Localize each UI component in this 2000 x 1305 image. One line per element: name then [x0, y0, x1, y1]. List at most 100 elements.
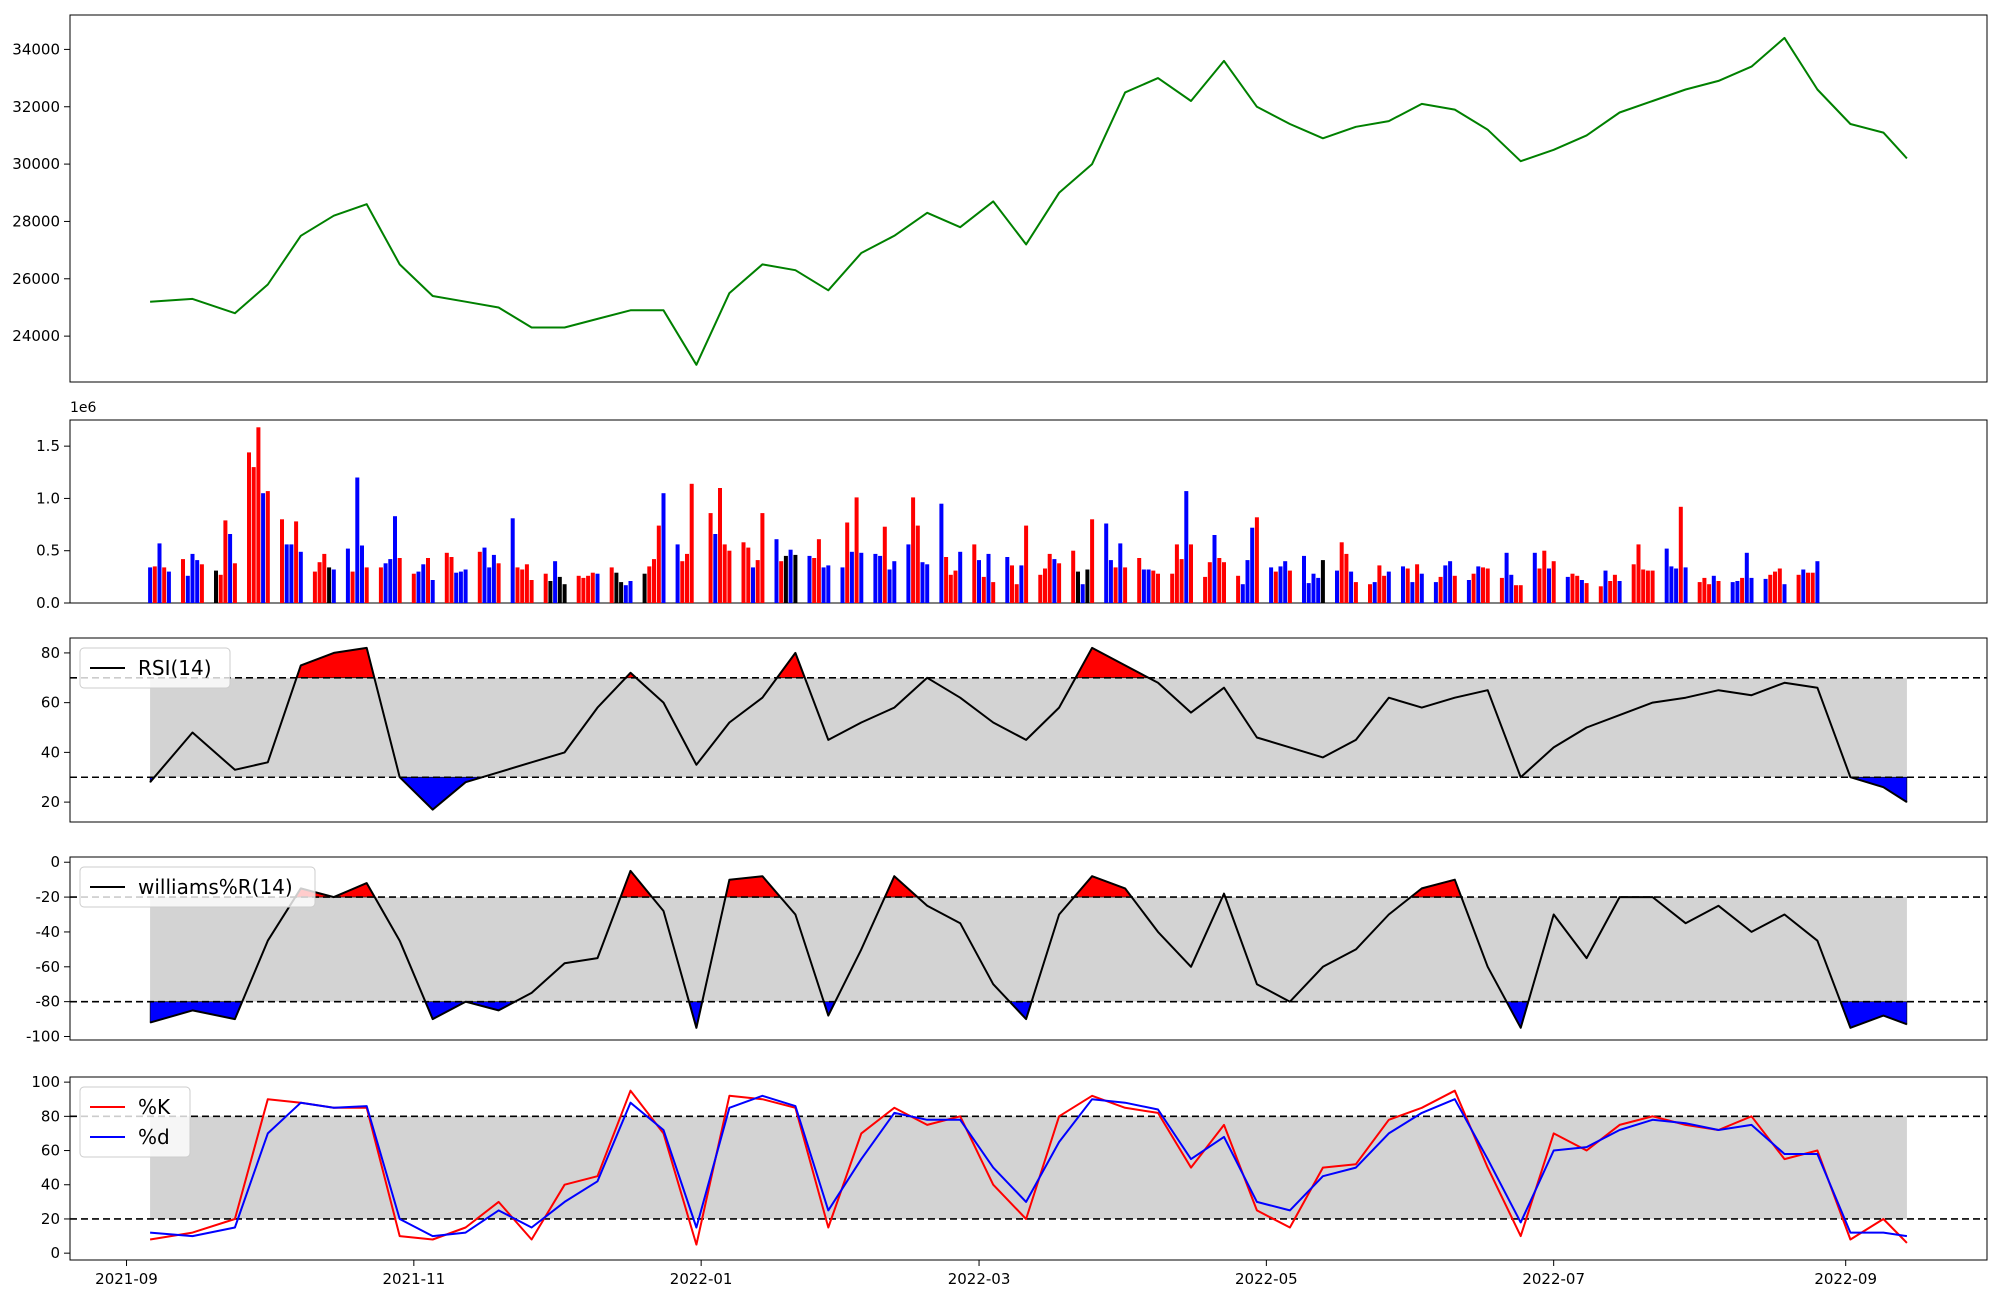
- volume-bar-240: [1735, 581, 1740, 603]
- volume-bar-115: [911, 497, 916, 603]
- x-tick-label-6: 2022-09: [1814, 1270, 1877, 1288]
- volume-bar-84: [708, 513, 713, 603]
- volume-bar-30: [345, 548, 350, 603]
- volume-bar-183: [1353, 582, 1358, 603]
- rsi-y-tick-label-3: 80: [41, 644, 60, 662]
- volume-bar-237: [1711, 575, 1716, 603]
- volume-bar-127: [986, 553, 991, 603]
- volume-bar-9: [199, 564, 204, 603]
- volume-bar-243: [1749, 577, 1754, 603]
- price-panel-frame: [69, 14, 1988, 383]
- price-y-tick-label-2: 28000: [12, 212, 60, 230]
- price-y-tick-label-3: 30000: [12, 155, 60, 173]
- volume-bar-142: [1085, 569, 1090, 603]
- volume-bar-181: [1344, 553, 1349, 603]
- volume-bar-176: [1311, 573, 1316, 603]
- volume-bar-226: [1641, 569, 1646, 603]
- stochastic-legend-label-1: %d: [138, 1125, 170, 1149]
- volume-bar-129: [1005, 557, 1010, 603]
- stochastic-y-tick-label-4: 80: [41, 1107, 60, 1125]
- volume-bar-185: [1372, 582, 1377, 603]
- volume-bar-87: [722, 544, 727, 603]
- x-tick-label-4: 2022-05: [1235, 1270, 1298, 1288]
- volume-bar-74: [628, 581, 633, 603]
- volume-bar-215: [1570, 573, 1575, 603]
- volume-bar-86: [718, 488, 722, 603]
- volume-bar-27: [322, 553, 327, 603]
- volume-bar-28: [327, 567, 332, 603]
- volume-bar-163: [1222, 562, 1226, 603]
- volume-bar-94: [774, 539, 779, 603]
- volume-bar-239: [1730, 582, 1735, 603]
- volume-bar-189: [1401, 566, 1405, 603]
- rsi-y-tick-label-1: 40: [41, 743, 60, 761]
- volume-bar-171: [1278, 566, 1283, 603]
- volume-bar-253: [1815, 561, 1820, 603]
- volume-bar-230: [1669, 566, 1674, 603]
- volume-bar-8: [195, 560, 200, 603]
- stochastic-neutral-band: [150, 1116, 1907, 1219]
- volume-bar-123: [958, 551, 963, 603]
- volume-bar-71: [614, 572, 619, 603]
- volume-bar-145: [1108, 560, 1113, 603]
- volume-bar-29: [331, 569, 336, 603]
- volume-bar-110: [878, 555, 883, 603]
- volume-bar-102: [821, 567, 826, 603]
- volume-bar-43: [426, 558, 430, 603]
- volume-bar-105: [845, 522, 850, 603]
- price-y-tick-label-5: 34000: [12, 40, 60, 58]
- volume-bar-201: [1476, 566, 1481, 603]
- volume-bar-118: [925, 564, 930, 603]
- volume-bar-17: [256, 427, 261, 603]
- rsi-overbought-fill-4: [1075, 647, 1149, 679]
- volume-bar-156: [1179, 559, 1184, 603]
- volume-bar-16: [251, 467, 256, 603]
- volume-bar-99: [807, 555, 812, 603]
- volume-bar-182: [1349, 571, 1354, 603]
- volume-bar-81: [680, 561, 685, 603]
- volume-bar-235: [1702, 577, 1707, 603]
- volume-bar-213: [1551, 561, 1556, 603]
- stochastic-y-tick-label-3: 60: [41, 1142, 60, 1160]
- volume-bar-6: [185, 575, 190, 603]
- x-tick-label-2: 2022-01: [670, 1270, 733, 1288]
- williams-line: [149, 869, 1908, 1029]
- volume-bar-5: [181, 559, 185, 603]
- volume-bar-35: [378, 567, 383, 603]
- volume-bar-196: [1443, 565, 1448, 603]
- stochastic-line-k: [149, 1089, 1908, 1246]
- volume-bar-126: [981, 576, 986, 603]
- volume-bar-25: [312, 571, 317, 603]
- volume-bar-61: [548, 581, 553, 603]
- volume-bar-130: [1010, 565, 1014, 603]
- volume-bar-242: [1744, 552, 1749, 603]
- volume-bar-46: [449, 557, 454, 603]
- volume-bar-247: [1777, 568, 1782, 603]
- volume-bar-96: [783, 555, 788, 603]
- volume-bar-36: [383, 563, 388, 603]
- volume-bar-222: [1612, 574, 1617, 603]
- volume-bar-231: [1674, 568, 1679, 603]
- volume-bar-217: [1579, 580, 1584, 603]
- volume-bar-75: [642, 573, 647, 603]
- volume-bar-37: [388, 559, 393, 603]
- volume-bar-20: [280, 519, 284, 603]
- volume-bar-228: [1650, 570, 1655, 603]
- stochastic-y-tick-label-1: 20: [41, 1210, 60, 1228]
- volume-bar-141: [1080, 584, 1085, 603]
- volume-bar-238: [1716, 581, 1721, 603]
- volume-bar-113: [892, 561, 897, 603]
- volume-bar-2: [157, 543, 162, 603]
- volume-bar-97: [788, 549, 793, 603]
- price-y-tick-label-4: 32000: [12, 98, 60, 116]
- volume-bar-34: [364, 567, 369, 603]
- volume-bar-98: [793, 554, 798, 603]
- volume-bar-103: [826, 565, 831, 603]
- williams-y-tick-label-0: -100: [26, 1028, 60, 1046]
- volume-bar-31: [350, 571, 355, 603]
- volume-bar-149: [1137, 558, 1142, 603]
- volume-bar-109: [873, 553, 878, 603]
- volume-bar-83: [689, 483, 694, 603]
- volume-bar-117: [920, 562, 925, 603]
